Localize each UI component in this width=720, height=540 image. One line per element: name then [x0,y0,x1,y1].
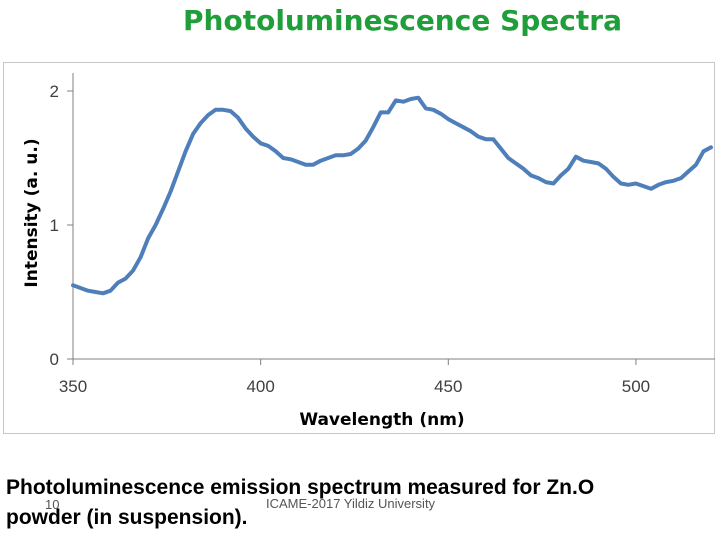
y-tick-label: 2 [50,82,59,101]
x-tick-label: 350 [59,377,87,396]
x-tick-label: 500 [622,377,650,396]
y-axis-label: Intensity (a. u.) [22,138,42,287]
slide-title: Photoluminescence Spectra [183,4,622,37]
series-layer [71,95,713,296]
figure-caption: Photoluminescence emission spectrum meas… [6,473,706,533]
x-tick-label: 400 [246,377,274,396]
chart-frame: 0 1 2 350 400 450 500 Wavelength (nm) Intensit… [3,62,715,434]
y-tick-label: 1 [50,216,59,235]
y-tick-label: 0 [50,350,59,369]
caption-line-2: powder (in suspension). [6,506,248,529]
x-axis-label: Wavelength (nm) [299,410,464,430]
caption-line-1: Photoluminescence emission spectrum meas… [6,476,595,499]
axes: 0 1 2 350 400 450 500 [50,73,715,396]
line-chart: 0 1 2 350 400 450 500 Wavelength (nm) Intensit… [22,73,715,430]
series-line [71,95,713,296]
footer-text: ICAME-2017 Yildiz University [266,496,436,511]
x-tick-label: 450 [434,377,462,396]
slide-number: 10 [45,497,60,512]
